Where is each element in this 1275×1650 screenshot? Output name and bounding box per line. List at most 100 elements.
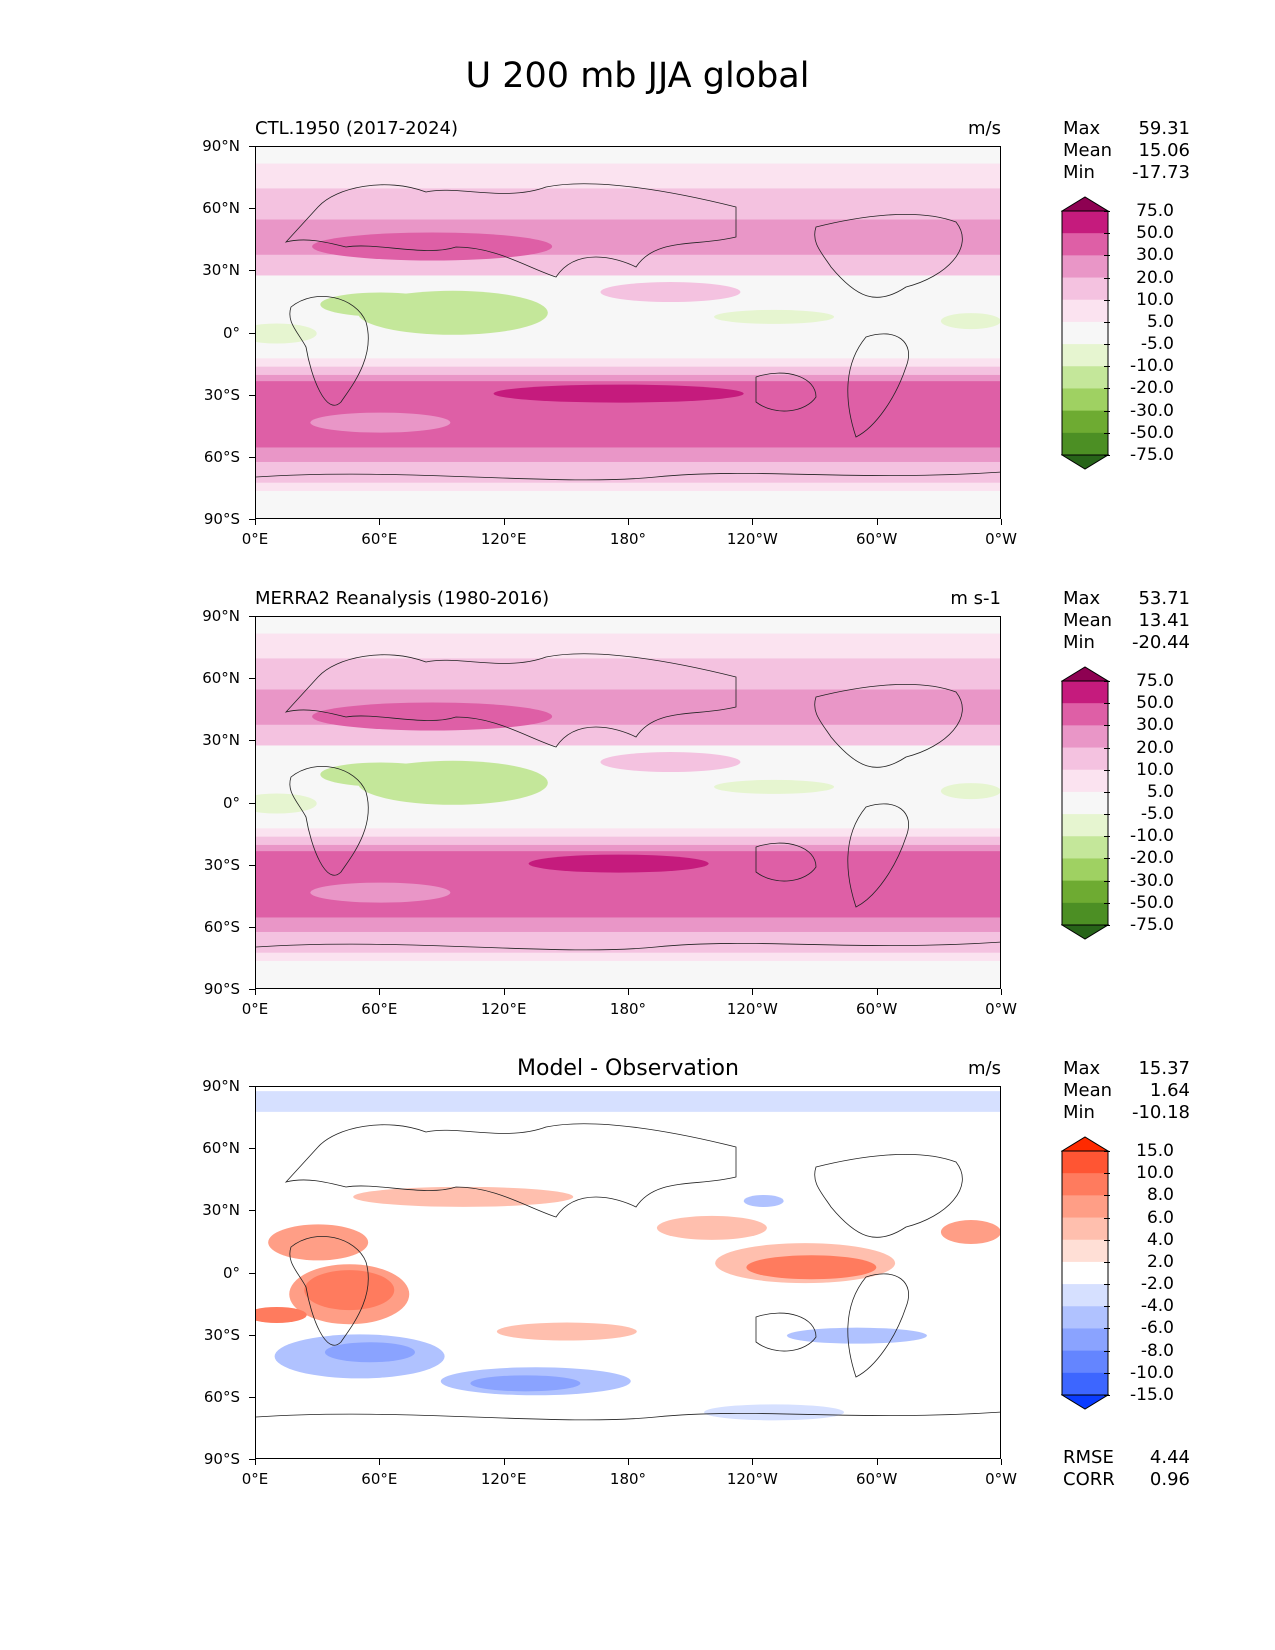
y-tick-label: 90°S xyxy=(203,980,240,998)
y-tick-label: 30°N xyxy=(202,261,240,280)
colorbar-tick xyxy=(1104,455,1110,456)
colorbar-swatch xyxy=(1062,814,1108,837)
y-tick-label: 0° xyxy=(222,793,240,812)
coastline xyxy=(814,683,963,768)
colorbar xyxy=(1061,1136,1109,1410)
y-tick xyxy=(249,802,255,804)
colorbar-tick xyxy=(1104,858,1110,860)
coastline xyxy=(847,1273,909,1378)
x-tick-label: 60°W xyxy=(855,1000,898,1018)
map-field xyxy=(256,617,1000,988)
colorbar-tick xyxy=(1104,1239,1110,1241)
contour-blob xyxy=(714,309,835,324)
contour-blob xyxy=(743,1194,784,1207)
metric-rmse: RMSE 4.44 xyxy=(1063,1447,1190,1469)
contour-blob xyxy=(879,694,1000,719)
y-tick xyxy=(249,740,255,742)
x-tick xyxy=(255,1459,256,1465)
y-tick-label: 60°N xyxy=(202,1139,240,1158)
y-tick xyxy=(249,678,255,680)
y-tick xyxy=(249,1210,255,1212)
colorbar-tick xyxy=(1104,1173,1110,1175)
colorbar-label: -20.0 xyxy=(1130,378,1174,399)
colorbar-label: -2.0 xyxy=(1140,1274,1174,1295)
x-tick xyxy=(876,1459,878,1465)
x-tick-label: 120°E xyxy=(480,530,527,548)
contour-band xyxy=(256,1091,1000,1112)
y-tick xyxy=(249,1148,255,1150)
y-tick-label: 90°N xyxy=(202,607,240,625)
colorbar-swatch xyxy=(1062,791,1108,815)
coastline xyxy=(284,183,737,278)
coastline xyxy=(256,941,1000,951)
y-tick-label: 0° xyxy=(222,323,240,342)
colorbar-tick xyxy=(1104,925,1110,926)
contour-blob xyxy=(786,1327,927,1344)
x-tick xyxy=(628,989,629,995)
colorbar-swatch xyxy=(1062,725,1108,749)
coastline xyxy=(755,1312,817,1352)
colorbar-tick xyxy=(1104,747,1110,749)
colorbar-label: 10.0 xyxy=(1136,289,1174,310)
colorbar-swatch xyxy=(1062,233,1108,256)
stats-diff: Max 15.37 Mean 1.64 Min -10.18 xyxy=(1063,1058,1190,1124)
coastline xyxy=(847,333,909,438)
jet-core xyxy=(312,702,553,731)
colorbar-label: -30.0 xyxy=(1130,870,1174,891)
coastline xyxy=(814,213,963,298)
colorbar-swatch xyxy=(1062,902,1108,926)
colorbar-tick xyxy=(1104,366,1110,368)
colorbar xyxy=(1061,666,1109,940)
x-tick-label: 120°W xyxy=(726,1470,778,1488)
colorbar-label: -5.0 xyxy=(1140,804,1174,825)
x-tick-label: 0°W xyxy=(985,1000,1017,1018)
x-tick xyxy=(752,989,754,995)
coastline xyxy=(755,372,817,412)
colorbar-tick xyxy=(1104,880,1110,882)
x-tick-label: 60°E xyxy=(361,1000,398,1018)
colorbar-tick xyxy=(1104,1350,1110,1352)
corr-value: 0.96 xyxy=(1149,1469,1190,1490)
colorbar-tick xyxy=(1104,410,1110,412)
stat-mean-label: Mean xyxy=(1063,1080,1113,1101)
colorbar-label: 4.0 xyxy=(1146,1229,1174,1250)
colorbar-label: 50.0 xyxy=(1136,223,1174,244)
colorbar-swatch xyxy=(1062,769,1108,793)
colorbar-tick xyxy=(1104,1217,1110,1219)
stats-obs: Max 53.71 Mean 13.41 Min -20.44 xyxy=(1063,588,1190,654)
x-tick-label: 0°E xyxy=(241,1000,269,1018)
colorbar-label: -50.0 xyxy=(1130,422,1174,443)
map-obs xyxy=(255,616,1001,989)
contour-blob xyxy=(746,1255,877,1280)
colorbar-swatch xyxy=(1062,388,1108,412)
y-tick-label: 0° xyxy=(222,1263,240,1282)
contour-blob xyxy=(940,313,1000,330)
colorbar-label: 10.0 xyxy=(1136,1163,1174,1184)
colorbar-tick xyxy=(1104,1395,1110,1396)
contour-blob xyxy=(600,282,741,303)
y-tick xyxy=(249,616,255,617)
contour-blob xyxy=(310,412,451,433)
jet-core xyxy=(528,854,709,873)
stat-min-label: Min xyxy=(1063,632,1095,653)
contour-blob xyxy=(256,323,317,344)
y-tick xyxy=(249,1334,255,1336)
colorbar-label: 5.0 xyxy=(1146,311,1174,332)
colorbar-swatch xyxy=(1062,836,1108,859)
colorbar-label: 10.0 xyxy=(1136,759,1174,780)
colorbar-extend-min xyxy=(1061,1394,1109,1410)
x-tick-label: 120°E xyxy=(480,1000,527,1018)
colorbar-frame xyxy=(1061,1150,1109,1396)
colorbar-swatch xyxy=(1062,1217,1108,1241)
colorbar-label: 20.0 xyxy=(1136,737,1174,758)
contour-blob xyxy=(704,1404,845,1421)
contour-blob xyxy=(256,793,317,814)
contour-blob xyxy=(320,762,441,787)
colorbar-label: -30.0 xyxy=(1130,400,1174,421)
contour-blob xyxy=(940,783,1000,800)
contour-blob xyxy=(714,779,835,794)
colorbar-swatch xyxy=(1062,703,1108,726)
colorbar-swatch xyxy=(1062,681,1108,704)
x-tick xyxy=(503,989,505,995)
x-tick-label: 60°E xyxy=(361,1470,398,1488)
